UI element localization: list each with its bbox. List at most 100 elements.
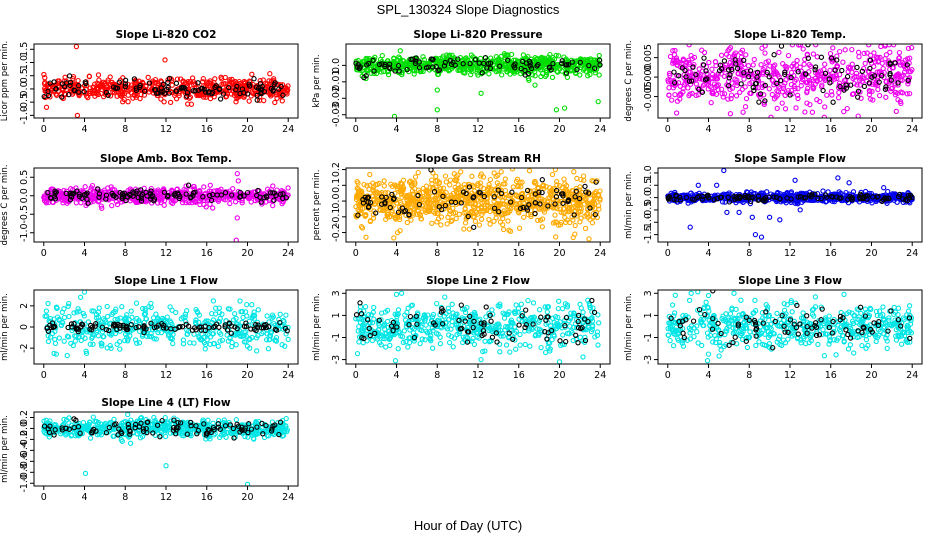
reference-point [560,200,566,206]
data-point [429,177,435,183]
reference-point [844,73,851,80]
data-point [553,52,559,59]
reference-point [96,194,102,200]
data-point [545,54,552,60]
data-point [279,98,285,104]
data-point [590,198,596,205]
reference-point [671,80,678,86]
data-point [861,50,867,57]
reference-point [81,88,87,95]
data-point [404,219,410,226]
data-point [728,95,734,102]
data-point [114,201,121,208]
y-tick-label: 0.5 [643,178,654,193]
data-point [727,111,734,117]
data-point [890,44,897,48]
reference-point [574,66,580,73]
reference-point [202,89,209,95]
outlier-point [766,214,773,220]
reference-point [725,194,731,201]
data-point [514,69,520,75]
reference-point [192,88,198,94]
reference-point [746,73,752,80]
reference-point [797,194,804,200]
reference-point [526,58,533,64]
outlier-point [721,168,727,174]
reference-point [183,191,189,197]
data-point [785,52,792,59]
data-point [896,55,902,61]
reference-point [188,195,194,201]
data-point [780,85,787,92]
outlier-point [695,182,701,188]
data-point [541,197,548,204]
data-point [250,189,257,195]
reference-point [258,199,264,205]
data-point [773,94,779,100]
data-point [904,91,910,97]
data-point [796,44,802,48]
reference-point [268,85,274,92]
data-point [905,45,912,52]
data-point [487,221,493,227]
data-point [538,54,545,61]
reference-point [353,60,359,66]
data-point [490,66,496,72]
data-point [844,105,850,112]
data-point [191,183,197,190]
data-point [493,215,499,221]
x-tick-label: 16 [201,124,213,135]
data-point [367,217,374,224]
reference-point [505,57,511,63]
data-point [92,93,98,99]
outlier-point [434,87,440,93]
reference-point [364,62,370,68]
reference-point [689,196,696,202]
data-point [260,77,266,83]
data-point [691,61,697,68]
data-point [739,86,745,93]
data-point [528,194,534,200]
y-tick-label: 1.5 [19,42,30,57]
data-point [210,298,217,304]
reference-point [160,81,166,87]
reference-point [66,91,72,98]
data-point [197,201,203,208]
data-point [394,214,401,220]
data-point [799,74,805,80]
data-point [797,64,803,70]
data-point [420,54,426,60]
reference-point [413,58,419,64]
data-point [745,63,752,69]
data-point [738,49,744,56]
data-point [495,68,501,74]
panel-title: Slope Line 1 Flow [114,275,218,287]
data-point [563,183,570,189]
reference-point [195,80,201,86]
data-point [688,190,694,196]
data-point [666,85,672,91]
outlier-point [532,82,538,88]
x-tick-label: 8 [434,124,440,135]
reference-point [563,70,570,76]
data-point [784,64,790,70]
data-point [464,200,470,206]
reference-point [379,201,385,207]
data-point [454,194,460,200]
reference-point [818,54,825,60]
data-point [747,90,753,96]
data-point [107,74,113,80]
x-tick-label: 4 [705,248,711,259]
reference-point [874,194,880,200]
data-point [557,206,564,212]
data-point [374,189,380,195]
reference-point [734,65,741,72]
reference-point [818,195,824,202]
reference-point [246,83,253,89]
reference-point [164,194,171,200]
data-point [586,201,592,208]
reference-point [497,63,503,69]
reference-point [131,190,137,196]
reference-point [258,89,264,95]
data-point [461,226,467,232]
